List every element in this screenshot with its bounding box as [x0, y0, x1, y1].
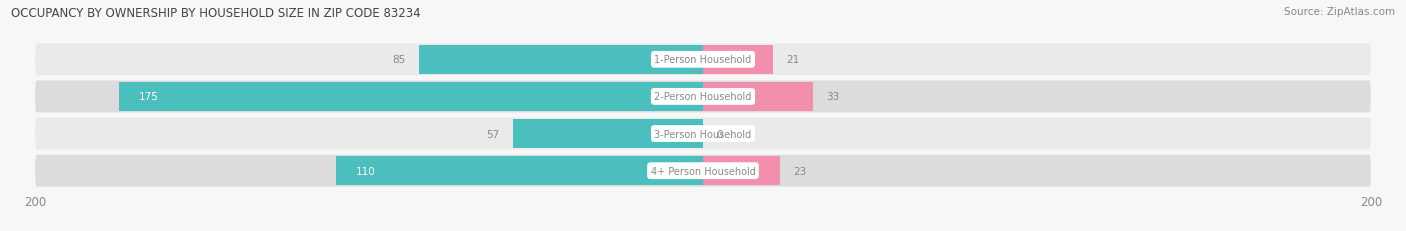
Text: 175: 175	[139, 92, 159, 102]
Text: 57: 57	[486, 129, 499, 139]
FancyBboxPatch shape	[35, 44, 1371, 76]
FancyBboxPatch shape	[35, 81, 1371, 113]
Bar	[703, 83, 813, 111]
Bar	[336, 157, 703, 185]
Text: 0: 0	[716, 129, 723, 139]
Text: 110: 110	[356, 166, 375, 176]
Bar	[513, 120, 703, 148]
Text: Source: ZipAtlas.com: Source: ZipAtlas.com	[1284, 7, 1395, 17]
Bar	[419, 46, 703, 74]
Bar	[703, 46, 773, 74]
FancyBboxPatch shape	[35, 155, 1371, 187]
Text: 85: 85	[392, 55, 406, 65]
Text: OCCUPANCY BY OWNERSHIP BY HOUSEHOLD SIZE IN ZIP CODE 83234: OCCUPANCY BY OWNERSHIP BY HOUSEHOLD SIZE…	[11, 7, 420, 20]
Bar	[703, 157, 780, 185]
Text: 3-Person Household: 3-Person Household	[654, 129, 752, 139]
Text: 2-Person Household: 2-Person Household	[654, 92, 752, 102]
Text: 4+ Person Household: 4+ Person Household	[651, 166, 755, 176]
Text: 21: 21	[786, 55, 800, 65]
Text: 33: 33	[827, 92, 839, 102]
FancyBboxPatch shape	[35, 118, 1371, 150]
Text: 23: 23	[793, 166, 807, 176]
Text: 1-Person Household: 1-Person Household	[654, 55, 752, 65]
Bar	[118, 83, 703, 111]
